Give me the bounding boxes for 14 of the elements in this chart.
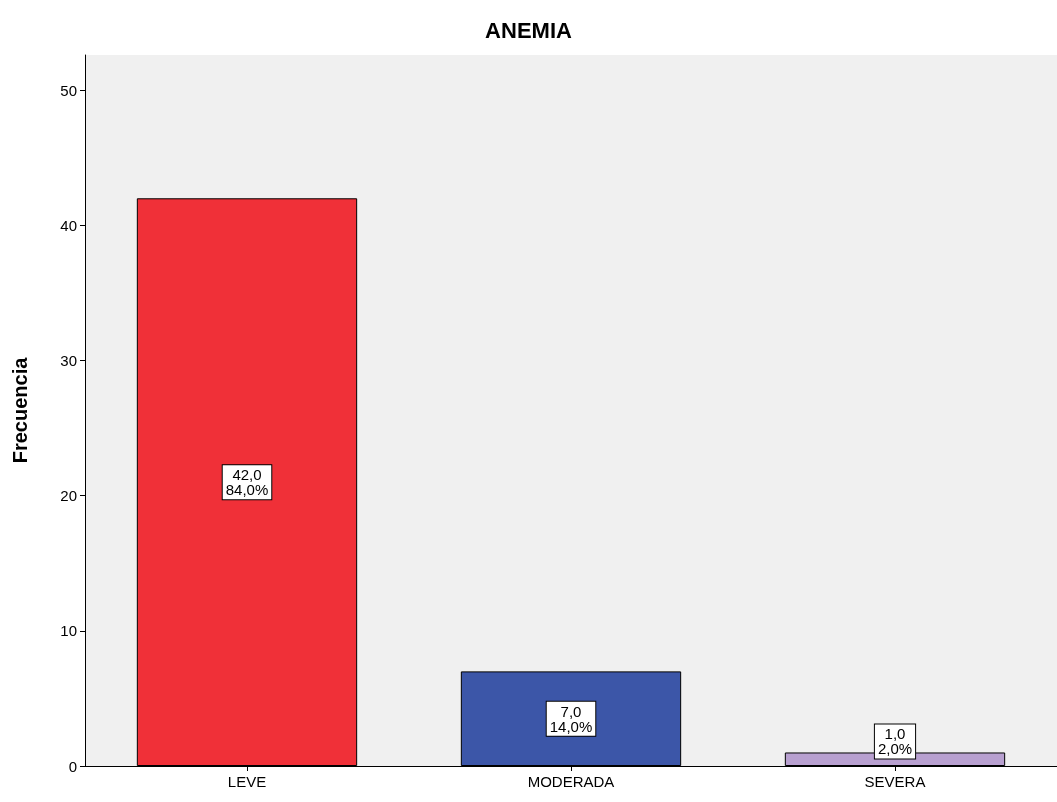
data-label: 7,0 14,0% — [549, 702, 593, 735]
x-tick-label: SEVERA — [864, 773, 926, 790]
y-axis-title: Frecuencia — [9, 356, 31, 464]
y-tick-label: 40 — [60, 216, 77, 234]
x-tick-label: MODERADA — [527, 773, 615, 790]
y-tick-label: 30 — [60, 351, 77, 369]
data-label: 1,0 2,0% — [877, 725, 913, 758]
y-tick-label: 0 — [68, 757, 77, 775]
y-tick-label: 50 — [60, 81, 77, 99]
x-tick-label: LEVE — [227, 773, 267, 790]
data-label: 42,0 84,0% — [225, 466, 269, 499]
chart-title: ANEMIA — [485, 17, 572, 43]
y-tick-label: 20 — [60, 487, 77, 505]
y-tick-label: 10 — [60, 622, 77, 640]
